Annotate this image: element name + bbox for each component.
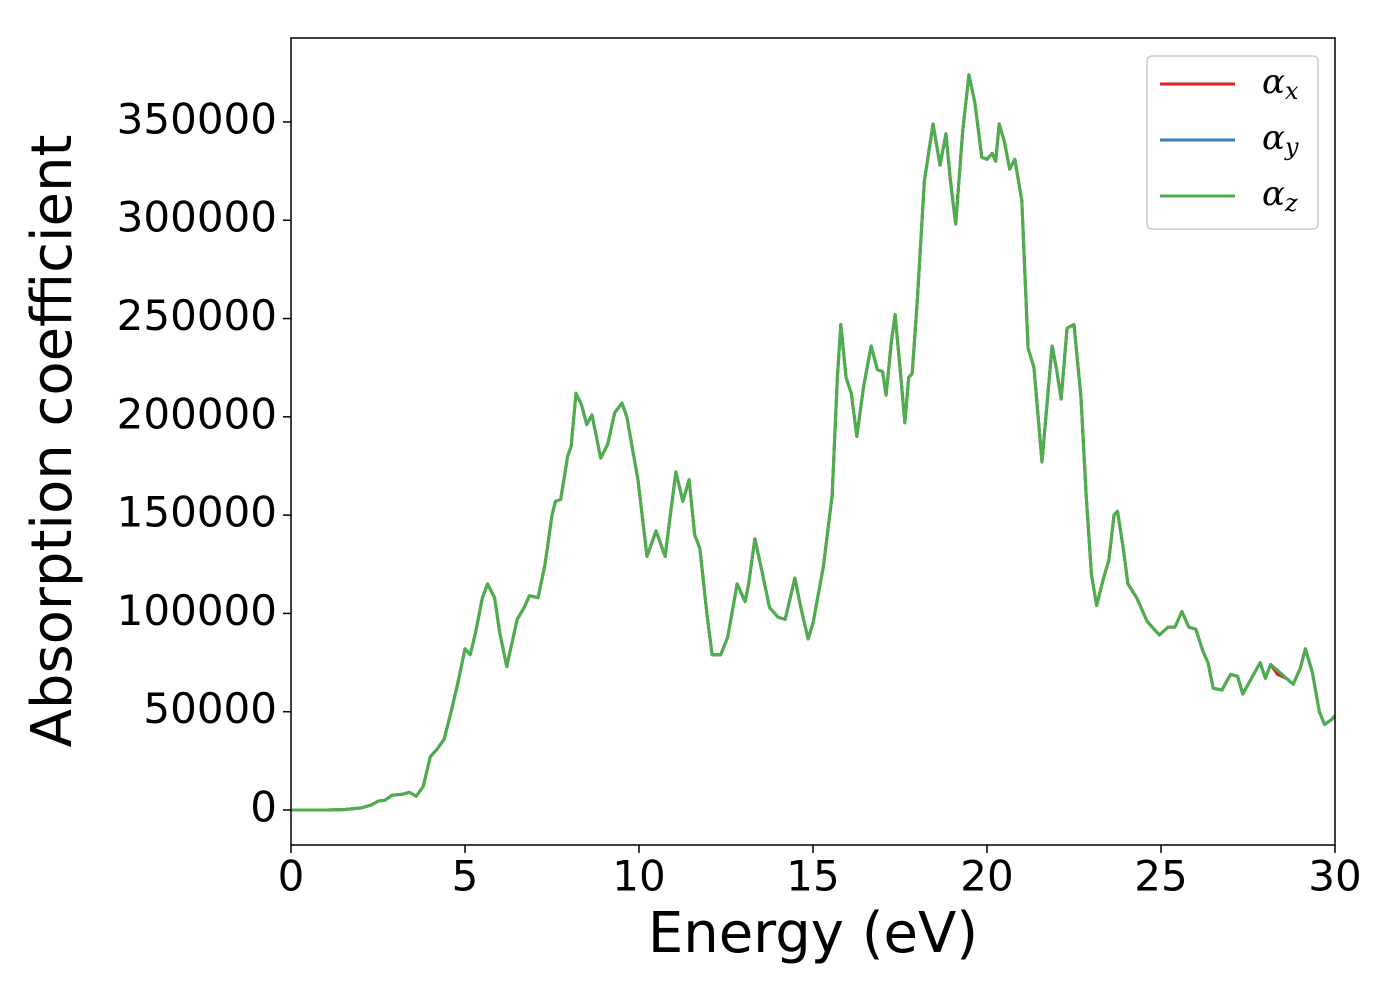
y-axis-label: Absorption coefficient <box>20 135 85 748</box>
y-tick-label: 250000 <box>117 291 277 340</box>
y-tick-label: 100000 <box>117 586 277 635</box>
legend-label: αy <box>1262 118 1299 161</box>
x-tick-label: 0 <box>278 852 305 901</box>
x-tick-label: 5 <box>452 852 479 901</box>
x-tick-label: 20 <box>960 852 1013 901</box>
x-tick-label: 30 <box>1308 852 1361 901</box>
legend-label: αz <box>1262 174 1298 217</box>
x-axis-label: Energy (eV) <box>648 901 978 966</box>
y-tick-label: 0 <box>250 783 277 832</box>
legend-box <box>1146 55 1319 230</box>
legend-label: αx <box>1262 62 1299 105</box>
data-line <box>291 73 1335 812</box>
x-tick-label: 15 <box>786 852 839 901</box>
y-tick-label: 350000 <box>117 94 277 143</box>
plot-frame <box>290 37 1336 846</box>
y-tick-label: 150000 <box>117 488 277 537</box>
y-tick-label: 300000 <box>117 193 277 242</box>
y-tick-label: 50000 <box>143 684 277 733</box>
y-tick-label: 200000 <box>117 389 277 438</box>
x-tick-label: 10 <box>612 852 665 901</box>
x-tick-label: 25 <box>1134 852 1187 901</box>
